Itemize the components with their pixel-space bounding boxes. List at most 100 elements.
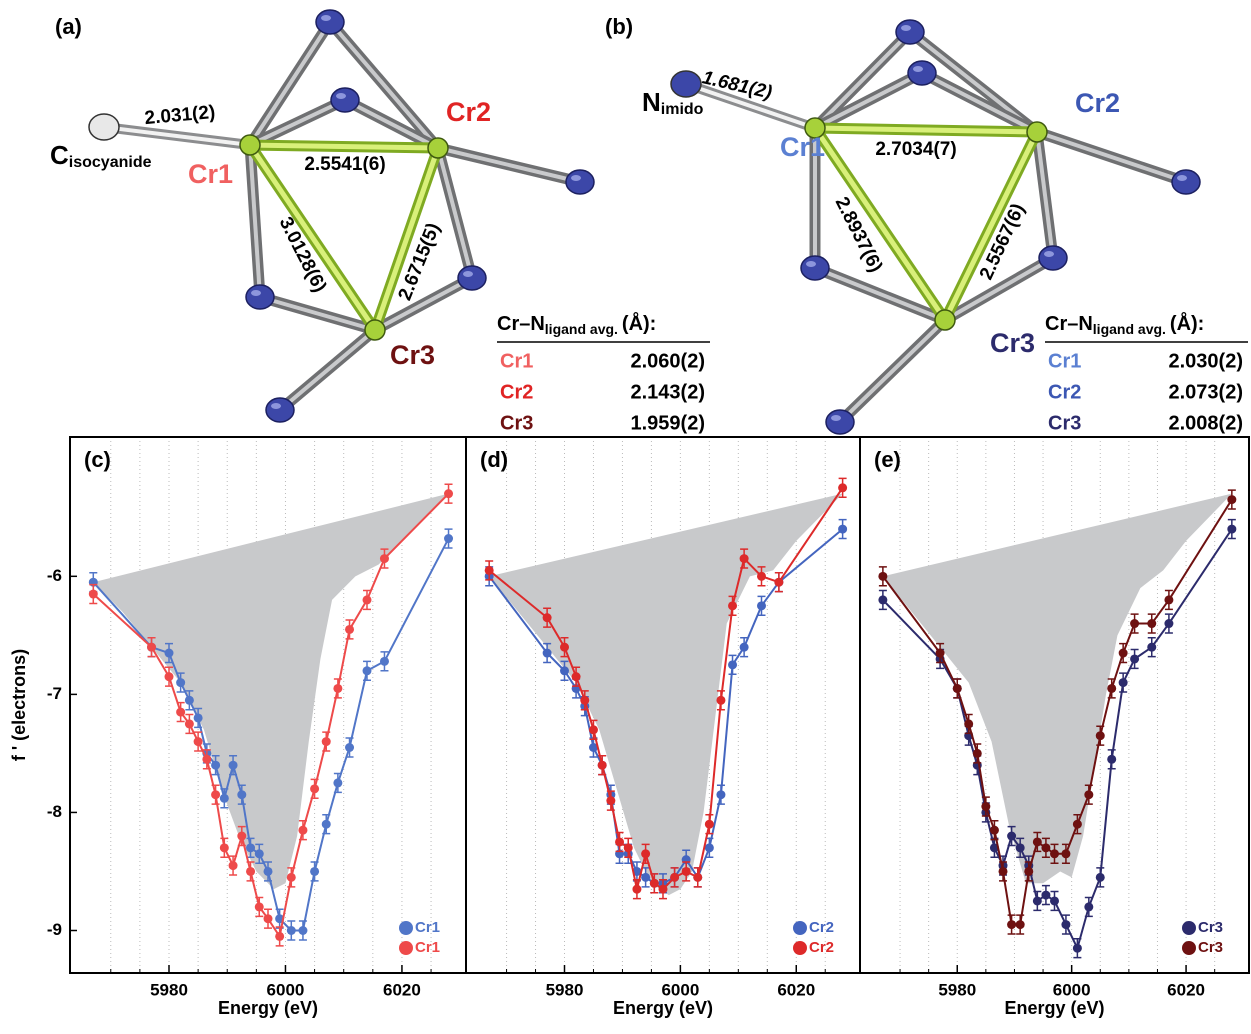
data-point [1050, 849, 1059, 858]
data-point [345, 743, 354, 752]
data-point [229, 761, 238, 770]
data-point [615, 837, 624, 846]
data-point [1016, 920, 1025, 929]
bond-highlight [1037, 132, 1053, 258]
data-point [246, 843, 255, 852]
data-point [641, 873, 650, 882]
data-point [543, 649, 552, 658]
header-unit: (Å): [1170, 311, 1204, 335]
data-point [981, 802, 990, 811]
x-axis-label: Energy (eV) [613, 998, 713, 1018]
legend-marker [793, 921, 807, 935]
n-atom-shine [901, 25, 911, 31]
table-value: 2.008(2) [1169, 412, 1244, 434]
table-value: 2.073(2) [1169, 381, 1244, 403]
data-point [1024, 867, 1033, 876]
data-point [1147, 643, 1156, 652]
data-point [1007, 832, 1016, 841]
legend-label: Cr1 [415, 919, 440, 936]
ligand-bond-hi [104, 127, 250, 145]
data-point [147, 643, 156, 652]
y-tick-label: -8 [47, 802, 62, 821]
data-point [990, 826, 999, 835]
x-axis-label: Energy (eV) [218, 998, 318, 1018]
cr-distance: 2.7034(7) [875, 139, 956, 160]
data-point [298, 826, 307, 835]
panel-label: (b) [605, 14, 633, 39]
y-tick-label: -9 [47, 920, 62, 939]
data-point [211, 761, 220, 770]
data-point [1041, 891, 1050, 900]
data-point [310, 867, 319, 876]
bond-highlight [815, 32, 910, 128]
data-point [363, 666, 372, 675]
data-point [1096, 873, 1105, 882]
data-point [964, 719, 973, 728]
n-atom [896, 20, 924, 44]
data-point [1107, 755, 1116, 764]
data-point [264, 914, 273, 923]
legend-marker [1182, 941, 1196, 955]
data-point [1130, 619, 1139, 628]
bond-highlight [438, 148, 472, 278]
x-tick-label: 5980 [546, 980, 584, 999]
data-point [255, 902, 264, 911]
table-value: 2.060(2) [631, 350, 706, 372]
data-point [878, 572, 887, 581]
data-point [275, 932, 284, 941]
data-point [176, 708, 185, 717]
ligand-subscript: imido [661, 101, 704, 118]
legend-label: Cr3 [1198, 919, 1223, 936]
x-tick-label: 6020 [383, 980, 421, 999]
table-header: Cr–Nligand avg.(Å): [1045, 311, 1204, 336]
legend-label: Cr2 [809, 939, 834, 956]
x-tick-label: 5980 [150, 980, 188, 999]
panel-label: (a) [55, 14, 82, 39]
data-point [632, 885, 641, 894]
cr-atom [935, 310, 955, 330]
data-point [560, 666, 569, 675]
table-header: Cr–Nligand avg.(Å): [497, 311, 656, 336]
legend-marker [399, 941, 413, 955]
data-point [580, 696, 589, 705]
header-main: Cr–N [1045, 313, 1093, 335]
n-atom-shine [336, 93, 346, 99]
header-sub: ligand avg. [1093, 321, 1166, 337]
data-point [1084, 902, 1093, 911]
data-point [1227, 495, 1236, 504]
data-point [380, 554, 389, 563]
data-point [89, 590, 98, 599]
data-point [185, 719, 194, 728]
data-point [176, 678, 185, 687]
n-atom [826, 410, 854, 434]
n-atom-shine [251, 290, 261, 296]
cr-distance: 2.8937(6) [831, 194, 887, 276]
data-point [650, 879, 659, 888]
data-point [936, 649, 945, 658]
data-point [838, 525, 847, 534]
n-atom-shine [321, 15, 331, 21]
data-point [165, 649, 174, 658]
n-atom [458, 266, 486, 290]
data-point [1073, 820, 1082, 829]
legend-marker [1182, 921, 1196, 935]
data-point [322, 820, 331, 829]
data-point [740, 554, 749, 563]
panel-label: (d) [480, 447, 508, 472]
n-atom [801, 256, 829, 280]
x-axis-label: Energy (eV) [1004, 998, 1104, 1018]
legend-marker [399, 921, 413, 935]
table-value: 2.143(2) [631, 381, 706, 403]
bond-highlight [330, 22, 438, 148]
x-tick-label: 6000 [1053, 980, 1091, 999]
reference-area [93, 494, 448, 890]
data-point [693, 873, 702, 882]
data-point [878, 595, 887, 604]
data-point [624, 843, 633, 852]
data-point [194, 713, 203, 722]
data-point [774, 578, 783, 587]
data-point [264, 867, 273, 876]
data-point [670, 873, 679, 882]
n-atom-shine [913, 66, 923, 72]
